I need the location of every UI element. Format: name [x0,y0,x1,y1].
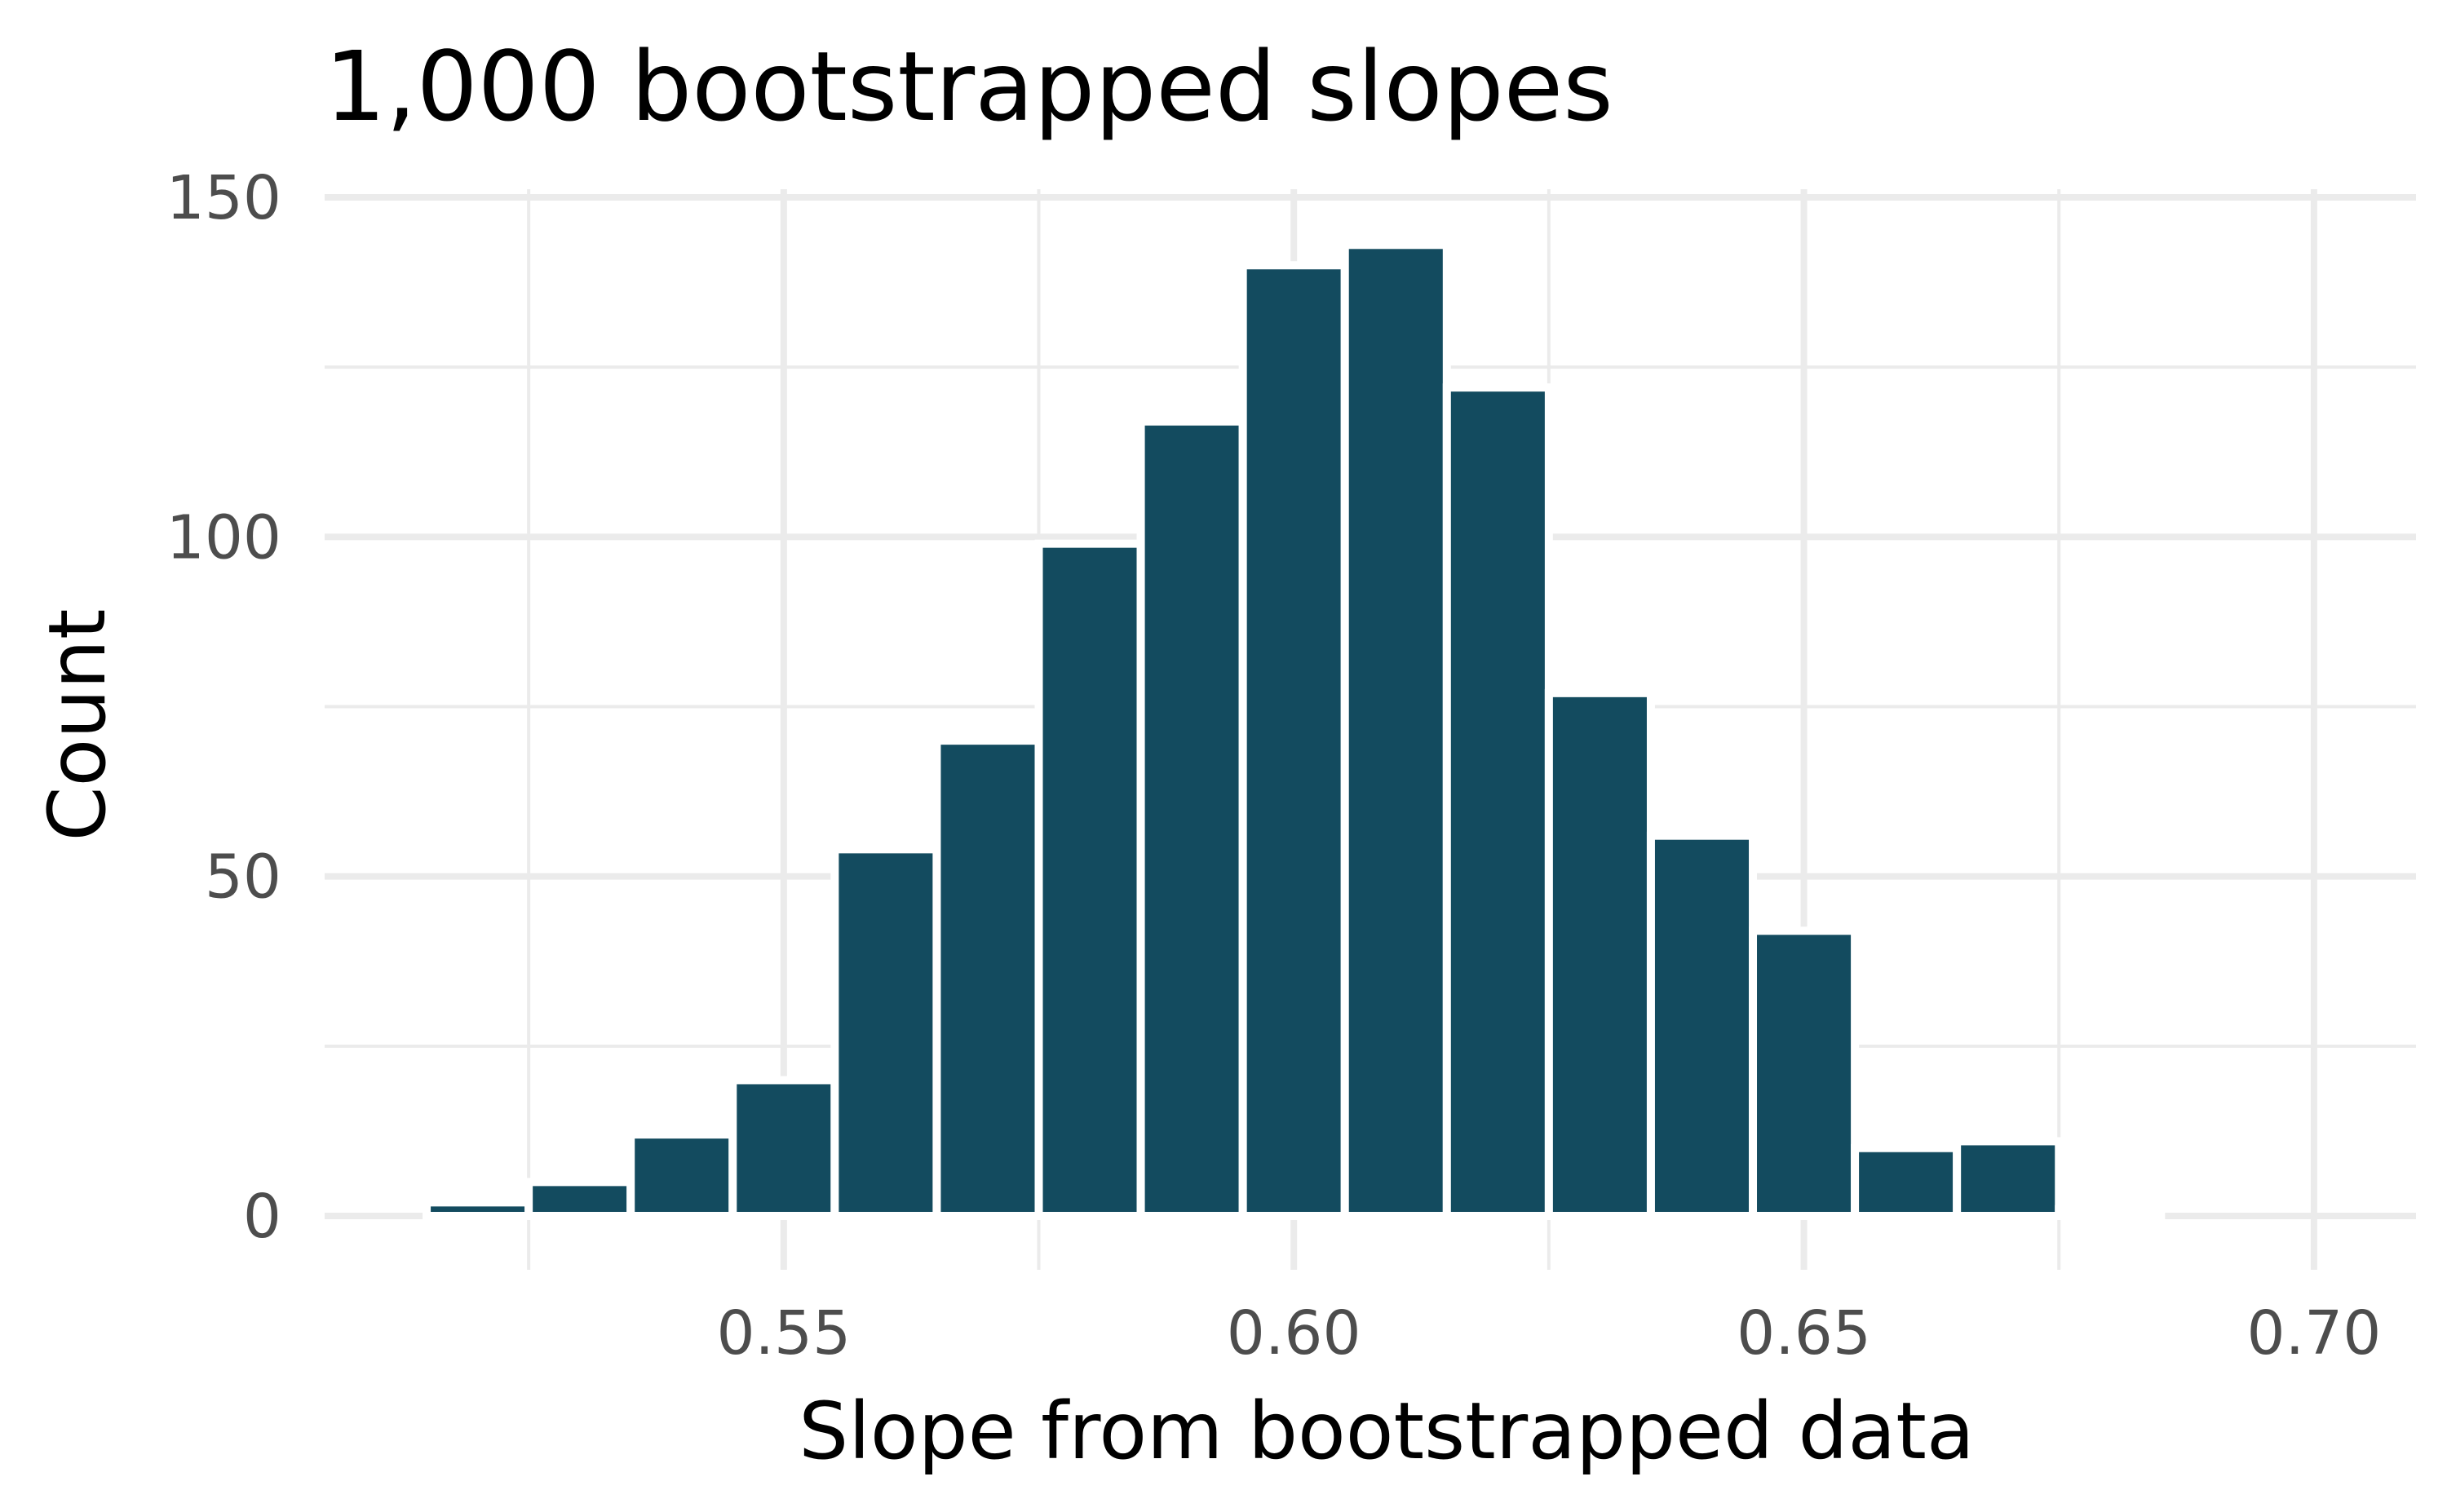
y-tick-label: 50 [205,842,281,913]
histogram-bar [423,1198,533,1221]
histogram-bar [830,845,941,1220]
histogram-bars [423,241,2166,1221]
y-tick-label: 0 [243,1182,281,1252]
histogram-bar [932,736,1043,1220]
y-tick-label: 100 [166,502,281,573]
x-tick-label: 0.55 [716,1298,851,1368]
chart-title: 1,000 bootstrapped slopes [325,30,1613,143]
x-axis-title: Slope from bootstrapped data [799,1386,1974,1477]
histogram-bar [1238,261,1349,1220]
histogram-bar [1544,688,1655,1220]
tick-labels: 0.55 0.60 0.65 0.70 0 50 100 150 [166,163,2382,1368]
histogram-bar [1953,1137,2064,1220]
x-tick-label: 0.70 [2247,1298,2382,1368]
histogram-bar [1340,241,1451,1221]
y-tick-label: 150 [166,163,281,233]
x-tick-label: 0.60 [1227,1298,1361,1368]
histogram-bar [1851,1143,1962,1220]
y-axis-title: Count [32,608,123,841]
histogram-bar [2055,1205,2166,1221]
histogram-bar [728,1076,839,1221]
histogram-bar [524,1178,635,1221]
x-tick-label: 0.65 [1737,1298,1871,1368]
histogram-bar [1034,539,1145,1220]
histogram-bar [1136,417,1247,1220]
histogram-bar [1646,831,1758,1220]
histogram-bar [626,1130,737,1220]
histogram-bar [1442,383,1553,1220]
histogram-bar [1749,926,1860,1221]
